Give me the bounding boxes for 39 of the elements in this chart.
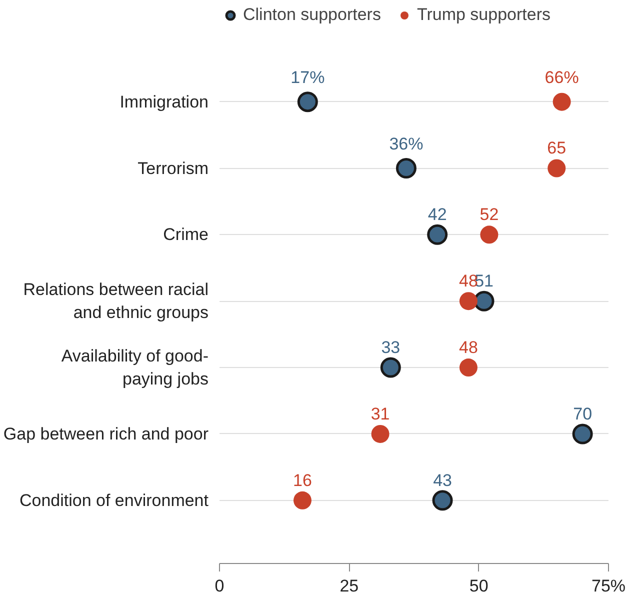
data-label: 66% <box>544 68 579 88</box>
point <box>293 491 312 510</box>
point <box>432 490 453 511</box>
y-tick-label: Condition of environment <box>20 490 209 510</box>
point <box>459 292 478 310</box>
legend-label: Clinton supporters <box>243 5 381 25</box>
y-tick-label: Availability of good- paying jobs <box>61 346 209 388</box>
point <box>427 224 448 245</box>
y-tick-label: Relations between racial and ethnic groups <box>23 280 209 322</box>
x-tick-label: 0 <box>214 576 224 596</box>
x-tick-label: 75% <box>591 576 626 596</box>
data-label: 31 <box>370 404 390 424</box>
x-tick-label: 50 <box>469 576 488 596</box>
data-label: 52 <box>480 205 499 224</box>
point <box>371 424 390 443</box>
data-label: 33 <box>381 338 400 357</box>
point <box>380 357 401 378</box>
point <box>396 158 416 178</box>
point <box>552 92 571 111</box>
x-tick-label: 25 <box>340 576 359 596</box>
point <box>297 92 318 112</box>
data-label: 43 <box>433 470 452 490</box>
legend-label: Trump supporters <box>416 5 550 25</box>
point <box>474 290 494 312</box>
data-label: 16 <box>293 470 312 490</box>
point <box>572 424 593 444</box>
data-label: 65 <box>547 138 566 158</box>
data-label: 42 <box>428 205 447 224</box>
point <box>459 358 478 377</box>
y-tick-label: Gap between rich and poor <box>3 424 209 444</box>
data-label: 70 <box>573 404 592 424</box>
y-tick-label: Crime <box>163 225 209 244</box>
data-label: 36% <box>389 134 424 154</box>
point <box>480 226 498 244</box>
y-tick-label: Terrorism <box>138 158 209 178</box>
y-tick-label: Immigration <box>120 92 209 112</box>
data-label: 48 <box>459 338 478 357</box>
point <box>548 159 566 178</box>
data-label: 17% <box>290 68 325 88</box>
